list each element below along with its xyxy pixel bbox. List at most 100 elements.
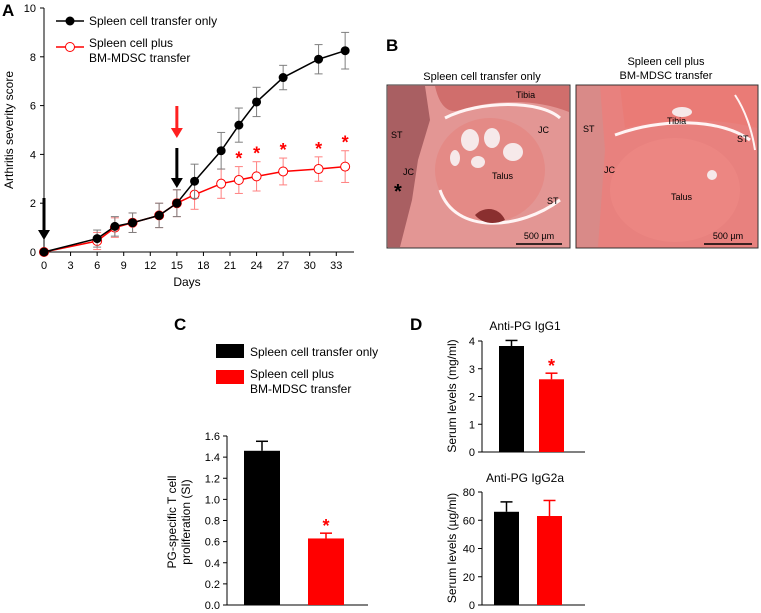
panel-d1-ticks: 0 1 2 3 4 <box>469 336 482 459</box>
y-tick-label: 3 <box>469 364 475 376</box>
series-control <box>39 31 350 257</box>
y-tick-label: 0.8 <box>205 516 220 528</box>
y-tick-label: 1.0 <box>205 494 220 506</box>
histology-right-label-st-right: ST <box>737 134 749 144</box>
histology-left-cavity-3 <box>503 143 523 161</box>
significance-star: * <box>280 140 287 160</box>
histology-image-right: ST Tibia ST JC Talus 500 µm <box>575 84 759 249</box>
histology-left-joint-space <box>444 103 562 120</box>
legend-treated-label-line2: BM-MDSC transfer <box>89 51 190 65</box>
y-tick-label-8: 8 <box>30 52 36 64</box>
y-tick-label: 4 <box>469 336 475 348</box>
panel-c-bars: * <box>244 440 344 605</box>
histology-image-left: Tibia JC ST JC Talus ST * 500 µm <box>386 84 571 249</box>
panel-d2-bars <box>494 499 562 605</box>
y-tick-label-0: 0 <box>30 247 36 259</box>
data-point <box>154 210 164 220</box>
y-tick-label: 1.6 <box>205 431 220 443</box>
histology-left-label-jc-left: JC <box>403 167 415 177</box>
histology-left-cavity-4 <box>471 156 485 168</box>
bar-control <box>244 450 280 605</box>
y-tick-label: 0.6 <box>205 537 220 549</box>
data-point <box>92 234 102 244</box>
data-point <box>172 198 182 208</box>
panel-c-y-label-line1: PG-specific T cell <box>165 476 179 569</box>
histology-left-title: Spleen cell transfer only <box>423 71 541 83</box>
significance-star: * <box>235 149 242 169</box>
legend-c-control-label: Spleen cell transfer only <box>250 345 378 359</box>
y-tick-label: 0.4 <box>205 558 220 570</box>
panel-label-c: C <box>174 315 186 334</box>
y-tick-label-6: 6 <box>30 101 36 113</box>
x-tick-label-0: 0 <box>41 260 47 272</box>
y-tick-label: 1.2 <box>205 473 220 485</box>
panel-a-x-label: Days <box>173 275 200 289</box>
histology-left-label-st-left: ST <box>391 130 403 140</box>
panel-c-y-label-line2: proliferation (SI) <box>179 479 193 564</box>
x-tick-label-15: 15 <box>171 260 183 272</box>
bar-treated <box>539 379 564 452</box>
y-tick-label-2: 2 <box>30 198 36 210</box>
legend-c-control-swatch <box>216 344 244 358</box>
histology-left-label-talus: Talus <box>492 171 514 181</box>
panel-d2-title: Anti-PG IgG2a <box>486 471 564 485</box>
histology-left-label-st-bottom: ST <box>547 196 559 206</box>
data-point <box>278 73 288 83</box>
x-tick-label-33: 33 <box>330 260 342 272</box>
histology-left-asterisk: * <box>394 181 402 203</box>
data-point <box>128 218 138 228</box>
arrow-head <box>170 128 183 138</box>
panel-a-y-label: Arthritis severity score <box>2 71 16 189</box>
y-tick-label: 60 <box>463 515 475 527</box>
significance-star: * <box>342 133 349 153</box>
significance-star: * <box>548 356 555 376</box>
panel-c-legend: Spleen cell transfer only Spleen cell pl… <box>216 344 378 396</box>
histology-left-label-jc-right: JC <box>538 125 550 135</box>
data-point <box>234 120 244 130</box>
y-tick-label: 0.0 <box>205 600 220 612</box>
histology-right-label-tibia: Tibia <box>667 116 686 126</box>
panel-d1-title: Anti-PG IgG1 <box>489 319 561 333</box>
y-tick-label-4: 4 <box>30 149 36 161</box>
histology-right-cavity-1 <box>672 107 692 117</box>
x-tick-label-3: 3 <box>68 260 74 272</box>
histology-left-lesion <box>475 208 505 223</box>
histology-right-label-st-left: ST <box>583 124 595 134</box>
bar-treated <box>537 516 562 605</box>
panel-d: D Anti-PG IgG1 0 1 2 3 4 * Serum levels (mg/… <box>410 315 585 612</box>
histology-left-cavity-2 <box>484 128 500 148</box>
data-point <box>340 46 350 56</box>
panel-d1-bars: * <box>499 339 564 452</box>
x-tick-label-6: 6 <box>94 260 100 272</box>
histology-left-scale-label: 500 µm <box>524 231 554 241</box>
bar-control <box>494 511 519 605</box>
histology-right-joint-space <box>614 121 751 142</box>
y-tick-label: 40 <box>463 544 475 556</box>
panel-d1-y-label: Serum levels (mg/ml) <box>445 339 459 452</box>
histology-left-cavity-1 <box>461 129 479 151</box>
significance-star: * <box>253 144 260 164</box>
histology-right-label-jc: JC <box>604 165 616 175</box>
data-point <box>39 247 49 257</box>
y-tick-label: 1 <box>469 419 475 431</box>
legend-control-label: Spleen cell transfer only <box>89 14 217 28</box>
data-point <box>314 54 324 64</box>
panel-label-d: D <box>410 315 422 334</box>
y-tick-label: 0.2 <box>205 579 220 591</box>
histology-left-cavity-5 <box>450 150 460 166</box>
histology-left-label-tibia: Tibia <box>516 90 535 100</box>
data-point <box>313 164 324 175</box>
arrow-head <box>170 178 183 188</box>
histology-right-ligament <box>734 94 756 151</box>
legend-c-treated-swatch <box>216 370 244 384</box>
series-line <box>43 49 346 253</box>
x-tick-label-27: 27 <box>277 260 289 272</box>
panel-d2-ticks: 0 20 40 60 80 <box>463 487 482 612</box>
panel-a-legend: Spleen cell transfer only Spleen cell pl… <box>56 14 217 65</box>
histology-right-talus <box>610 138 740 242</box>
histology-right-scale-label: 500 µm <box>713 231 743 241</box>
x-tick-label-24: 24 <box>250 260 262 272</box>
panel-c: C Spleen cell transfer only Spleen cell … <box>165 315 378 612</box>
